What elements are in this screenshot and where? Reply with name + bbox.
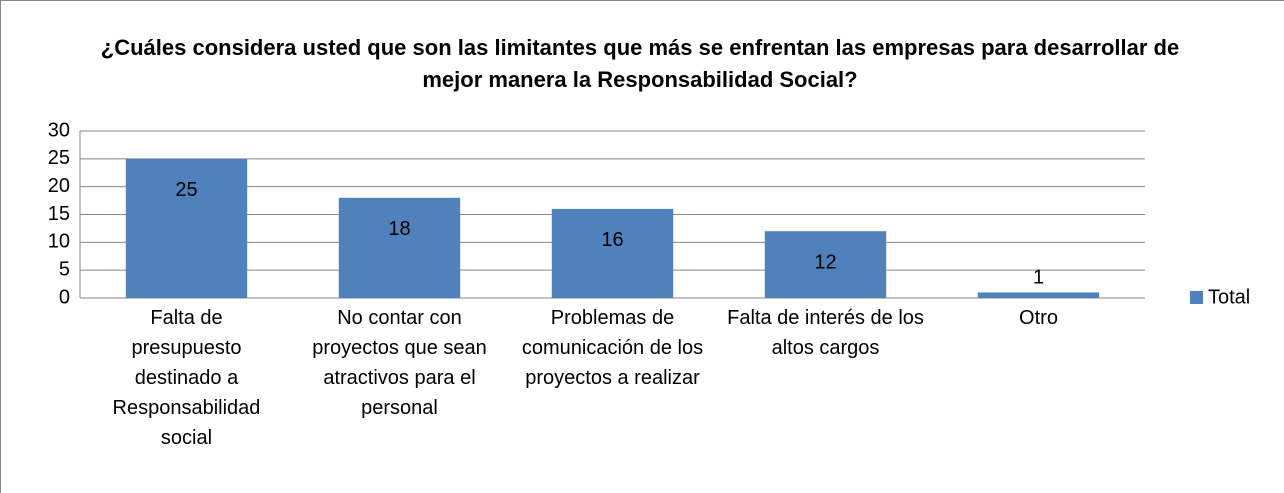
data-label: 18 — [388, 218, 410, 240]
bar — [977, 292, 1100, 298]
data-label: 25 — [175, 179, 197, 201]
x-tick-label: Otro — [1019, 307, 1058, 329]
legend-label: Total — [1208, 286, 1250, 308]
data-label: 1 — [1033, 267, 1044, 289]
y-tick-label: 0 — [59, 286, 70, 308]
x-tick-label: Falta de interés de los altos cargos — [727, 307, 924, 359]
bar — [551, 208, 674, 298]
bar — [764, 231, 887, 298]
y-tick-label: 30 — [48, 119, 70, 141]
x-tick-label: Problemas de comunicación de los proyect… — [521, 307, 704, 389]
y-tick-label: 25 — [48, 147, 70, 169]
chart-title: ¿Cuáles considera usted que son las limi… — [100, 35, 1180, 92]
legend-swatch — [1190, 291, 1203, 304]
y-tick-label: 20 — [48, 175, 70, 197]
y-tick-label: 15 — [48, 203, 70, 225]
data-label: 12 — [814, 251, 836, 273]
y-tick-label: 10 — [48, 231, 70, 253]
bar — [125, 158, 248, 298]
x-tick-label: Falta de presupuesto destinado a Respons… — [112, 307, 261, 449]
data-label: 16 — [601, 229, 623, 251]
x-tick-label: No contar con proyectos que sean atracti… — [312, 307, 487, 419]
y-tick-label: 5 — [59, 258, 70, 280]
bar — [338, 197, 461, 298]
